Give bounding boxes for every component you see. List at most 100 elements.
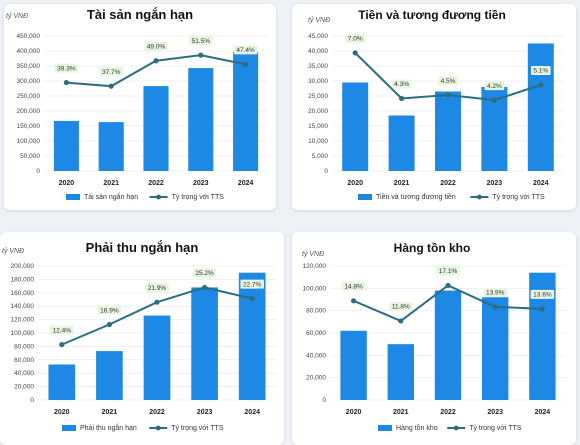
legend-label-bar: Tiền và tương đương tiền bbox=[376, 192, 456, 201]
plot-bars bbox=[53, 51, 259, 171]
line-point bbox=[399, 95, 405, 102]
x-tick-label: 2020 bbox=[347, 180, 363, 187]
y-tick-label: 45,000 bbox=[308, 33, 328, 40]
line-point bbox=[398, 318, 404, 324]
x-axis: 2020 2021 2022 2023 2024 bbox=[347, 180, 548, 187]
unit-label: tỷ VNĐ bbox=[302, 251, 324, 258]
legend: Phải thu ngắn hạn Tỷ trọng với TTS bbox=[62, 423, 224, 432]
line-point bbox=[445, 92, 451, 98]
x-tick-label: 2020 bbox=[59, 180, 75, 187]
y-axis: 0 50,000 100,000 150,000 200,000 250,000 300,0… bbox=[17, 33, 268, 175]
data-label-bg bbox=[97, 305, 122, 315]
data-label: 16.9% bbox=[100, 307, 119, 314]
bar bbox=[388, 115, 415, 171]
bar bbox=[233, 51, 259, 171]
data-label: 51.5% bbox=[192, 38, 211, 45]
data-label-bg bbox=[438, 76, 458, 86]
data-label: 22.7% bbox=[243, 281, 262, 288]
x-axis: 2020 2021 2022 2023 2024 bbox=[346, 409, 550, 416]
chart-svg: Hàng tồn kho tỷ VNĐ 0 20,000 40,000 60,000 8… bbox=[302, 241, 566, 432]
x-tick-label: 2023 bbox=[487, 180, 503, 187]
line-point bbox=[154, 299, 160, 305]
legend-swatch-marker bbox=[156, 194, 162, 200]
data-label-bg bbox=[233, 45, 258, 55]
y-tick-label: 20,000 bbox=[306, 375, 326, 382]
chart-card-inventory: Hàng tồn kho tỷ VNĐ 0 20,000 40,000 60,000 8… bbox=[292, 232, 576, 445]
legend-swatch-bar bbox=[378, 425, 392, 431]
data-label: 7.0% bbox=[348, 36, 363, 43]
legend: Hàng tồn kho Tỷ trọng với TTS bbox=[378, 423, 522, 432]
y-tick-label: 100,000 bbox=[11, 330, 35, 337]
y-tick-label: 160,000 bbox=[11, 290, 35, 297]
y-axis: 0 20,000 40,000 60,000 80,000 100,000 120,000 1… bbox=[11, 263, 276, 404]
y-tick-label: 50,000 bbox=[20, 153, 40, 160]
bar bbox=[340, 330, 367, 400]
line-point bbox=[491, 97, 497, 103]
data-label: 49.0% bbox=[147, 44, 166, 51]
data-label-bg bbox=[484, 81, 505, 91]
chart-svg: Phải thu ngắn hạn tỷ VNĐ 0 20,000 40,000 60… bbox=[2, 240, 276, 432]
y-tick-label: 10,000 bbox=[308, 138, 328, 145]
chart-card-short-term-assets: Tài sản ngắn hạn tỷ VNĐ 0 50,000 100,000 15… bbox=[4, 4, 276, 210]
y-tick-label: 200,000 bbox=[17, 108, 41, 115]
y-tick-label: 60,000 bbox=[306, 330, 326, 337]
data-label-bg bbox=[530, 289, 555, 299]
x-tick-label: 2023 bbox=[193, 180, 209, 187]
data-label: 25.2% bbox=[195, 270, 214, 277]
chart-svg: Tài sản ngắn hạn tỷ VNĐ 0 50,000 100,000 15… bbox=[6, 7, 268, 201]
data-label-bg bbox=[436, 266, 460, 276]
bar bbox=[527, 43, 554, 171]
x-tick-label: 2021 bbox=[393, 409, 409, 416]
line-point bbox=[106, 321, 112, 328]
line-point bbox=[249, 296, 255, 302]
line-point bbox=[59, 342, 65, 348]
y-tick-label: 40,000 bbox=[306, 352, 326, 359]
y-tick-label: 300,000 bbox=[17, 78, 41, 85]
x-tick-label: 2022 bbox=[440, 180, 456, 187]
x-tick-label: 2020 bbox=[346, 409, 362, 416]
y-tick-label: 0 bbox=[30, 397, 34, 404]
bar bbox=[191, 287, 218, 400]
bar bbox=[48, 364, 76, 400]
data-label: 5.1% bbox=[533, 68, 548, 75]
line-point bbox=[108, 83, 114, 89]
plot-bars bbox=[342, 43, 554, 171]
plot-bars bbox=[48, 272, 266, 400]
legend-swatch-marker bbox=[477, 194, 482, 200]
data-label: 13.9% bbox=[486, 290, 505, 297]
line-point bbox=[202, 284, 208, 291]
legend-swatch-marker bbox=[155, 425, 161, 431]
data-label: 4.3% bbox=[394, 81, 409, 88]
chart-title: Phải thu ngắn hạn bbox=[86, 240, 199, 255]
data-label-bg bbox=[391, 79, 412, 89]
data-label-bg bbox=[345, 33, 365, 43]
x-tick-label: 2021 bbox=[394, 180, 410, 187]
data-label: 47.4% bbox=[236, 47, 255, 54]
legend-label-bar: Phải thu ngắn hạn bbox=[80, 423, 137, 432]
y-tick-label: 20,000 bbox=[308, 108, 328, 115]
bar bbox=[342, 82, 369, 171]
chart-card-short-term-receivables: Phải thu ngắn hạn tỷ VNĐ 0 20,000 40,000 60… bbox=[0, 232, 284, 445]
x-tick-label: 2023 bbox=[487, 409, 503, 416]
data-label-bg bbox=[240, 279, 264, 289]
unit-label: tỷ VNĐ bbox=[2, 248, 24, 255]
x-tick-label: 2022 bbox=[440, 409, 456, 416]
plot-bars bbox=[340, 272, 556, 400]
legend-swatch-bar bbox=[358, 194, 372, 200]
x-tick-label: 2022 bbox=[148, 180, 164, 187]
data-label-bg bbox=[189, 36, 213, 46]
legend: Tài sản ngắn hạn Tỷ trọng với TTS bbox=[66, 192, 224, 201]
data-label: 13.6% bbox=[533, 292, 552, 299]
data-label: 11.8% bbox=[392, 304, 410, 311]
data-label: 12.4% bbox=[53, 327, 72, 334]
y-tick-label: 120,000 bbox=[11, 317, 35, 324]
unit-label: tỷ VNĐ bbox=[308, 17, 330, 24]
legend-label-line: Tỷ trọng với TTS bbox=[172, 194, 225, 201]
line-point bbox=[243, 61, 249, 67]
legend-swatch-bar bbox=[66, 194, 80, 200]
y-tick-label: 150,000 bbox=[17, 123, 41, 130]
data-label-bg bbox=[145, 283, 169, 293]
line-point bbox=[492, 304, 498, 310]
bar bbox=[143, 86, 169, 171]
legend-label-bar: Tài sản ngắn hạn bbox=[84, 192, 138, 201]
